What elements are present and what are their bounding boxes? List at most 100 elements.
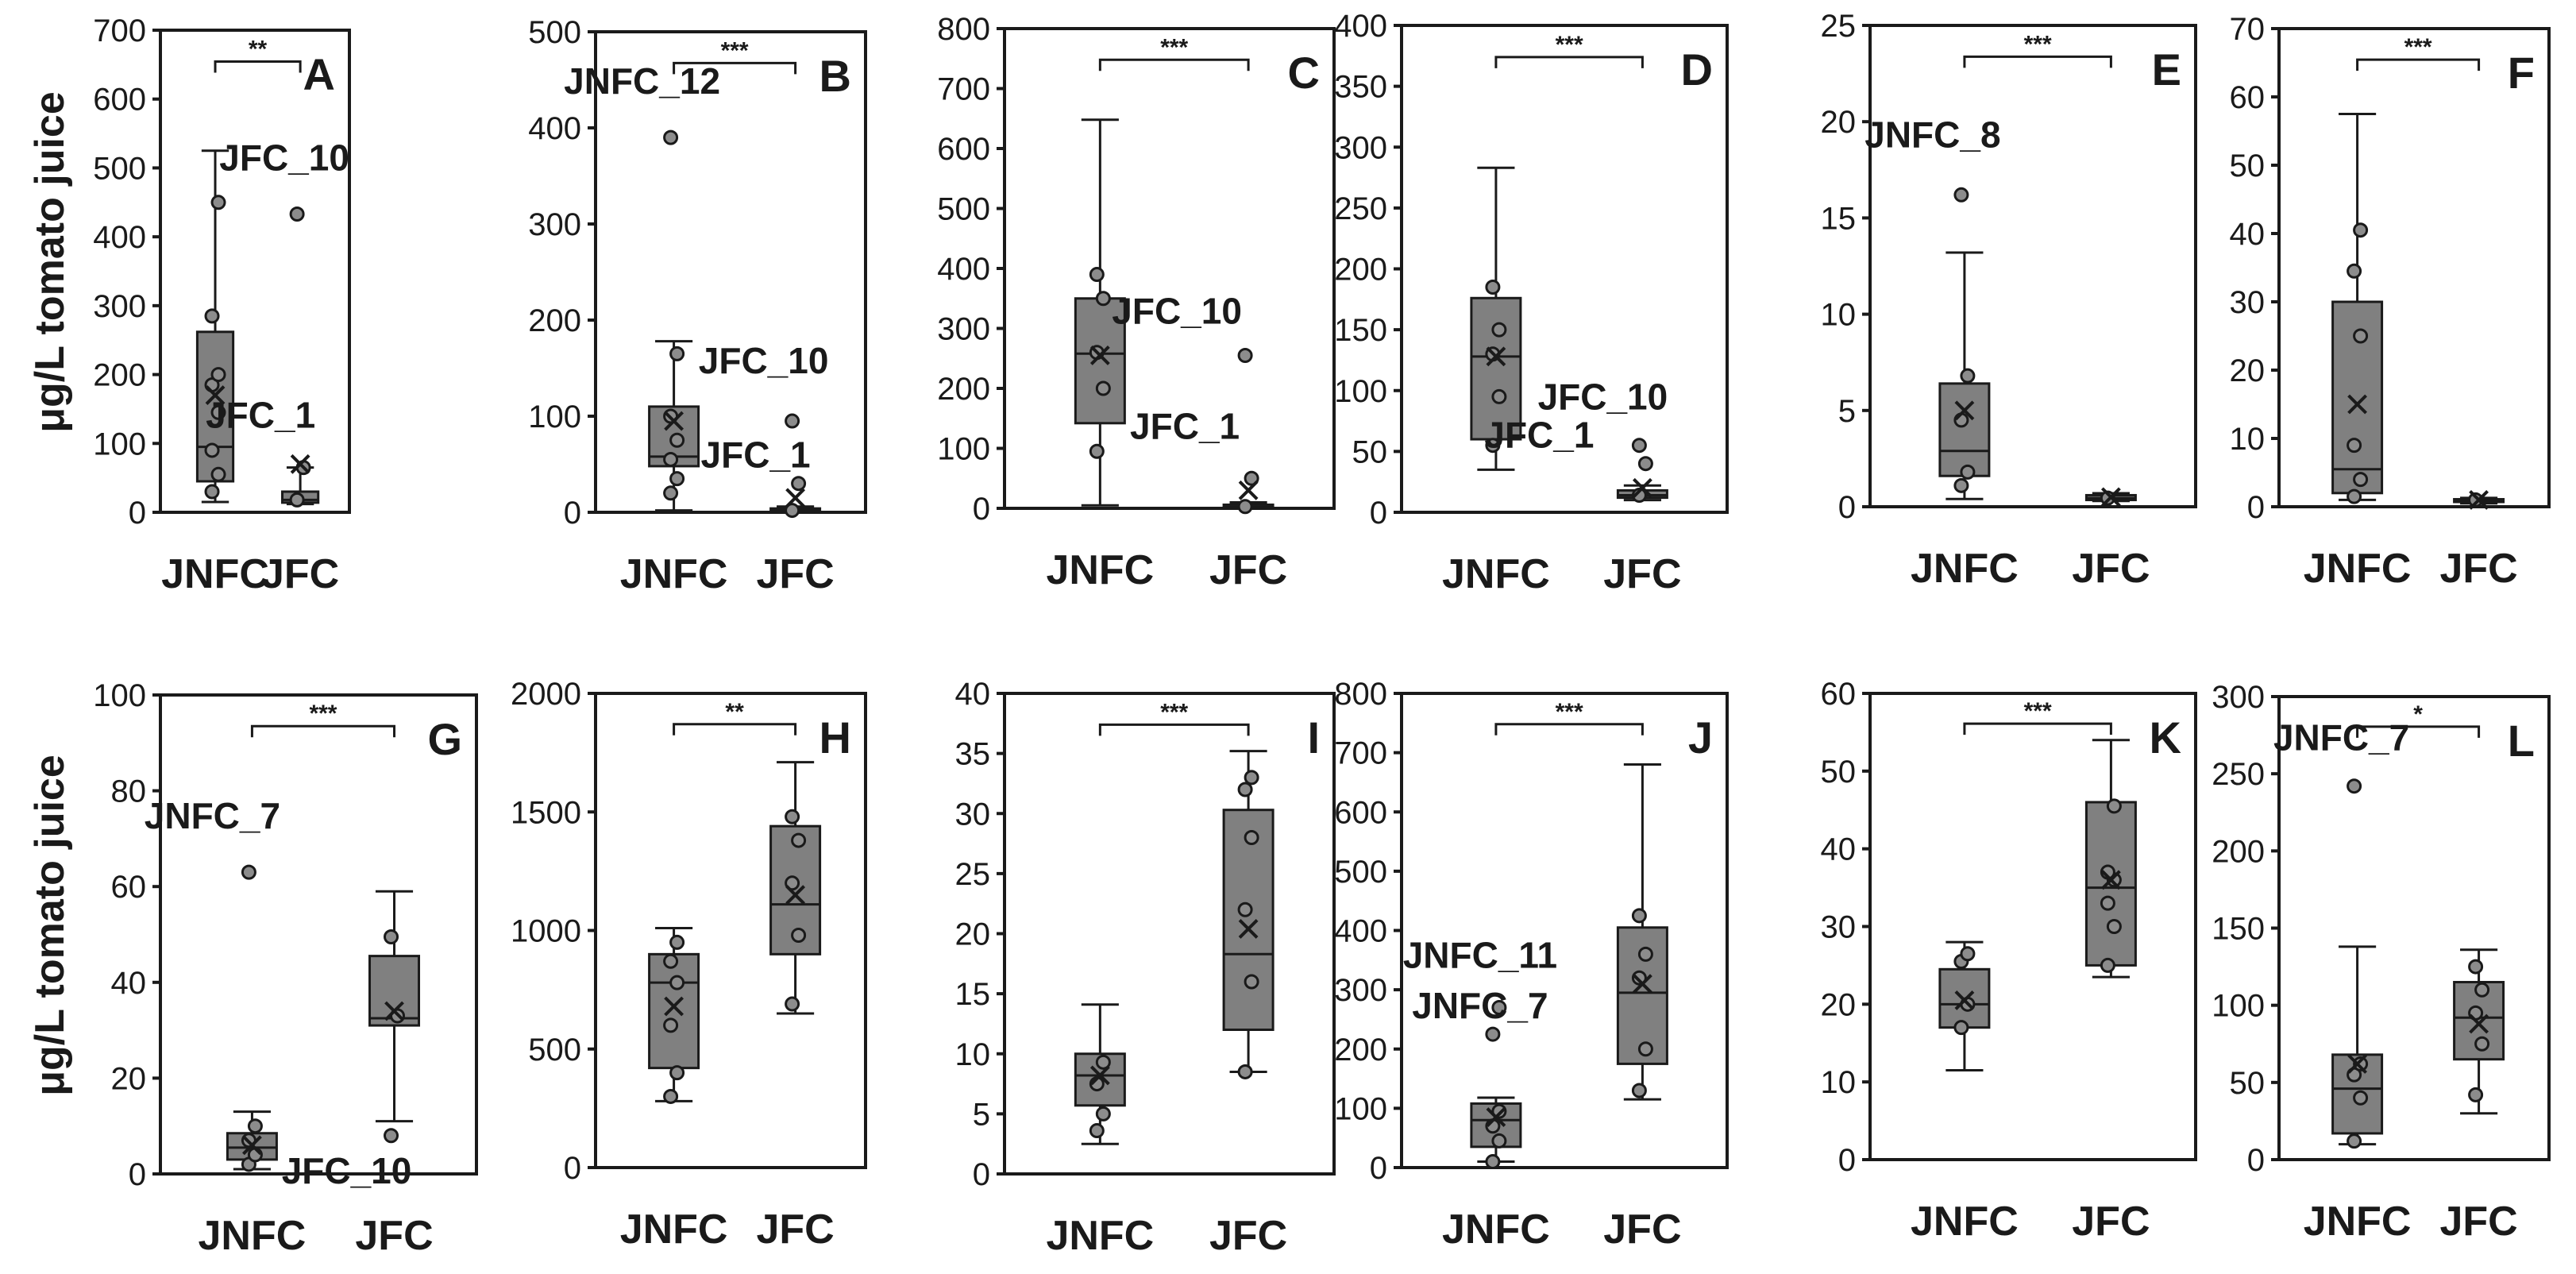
data-point	[1637, 456, 1653, 472]
data-point	[2468, 1087, 2484, 1102]
y-tick-label: 40	[955, 677, 991, 712]
data-point	[247, 1118, 263, 1134]
data-point	[663, 1088, 679, 1104]
box-group-jfc	[2453, 489, 2505, 510]
y-tick-label: 300	[1334, 973, 1387, 1008]
y-tick-label: 40	[1821, 832, 1857, 867]
data-point	[1953, 1020, 1969, 1036]
significance-bracket	[1963, 55, 2112, 68]
data-point	[2353, 1090, 2369, 1106]
y-tick-label: 0	[129, 1157, 146, 1192]
category-label-jfc: JFC	[756, 1206, 834, 1253]
y-tick-label: 1000	[511, 914, 581, 949]
data-point	[1244, 770, 1259, 786]
mean-marker	[785, 488, 806, 508]
data-point	[791, 927, 807, 943]
box-group-jfc	[1222, 750, 1275, 1079]
outlier-annotation: JFC_1	[701, 434, 811, 476]
y-tick-label: 0	[2247, 490, 2265, 525]
category-label-jfc: JFC	[2072, 1199, 2150, 1245]
y-tick-label: 30	[2230, 285, 2266, 320]
y-tick-label: 0	[1838, 1143, 1856, 1178]
data-point	[1960, 368, 1976, 384]
category-label-jfc: JFC	[1603, 551, 1681, 597]
significance-bracket	[1098, 58, 1250, 71]
mean-marker	[2469, 489, 2489, 510]
data-point	[1485, 279, 1501, 295]
box-group-jnfc	[648, 129, 700, 512]
panel-j: 0 100 200 300 400 500 600 700 800 JNFC JFC J *** JNFC…	[1334, 677, 1729, 1253]
outlier-annotation: JNFC_7	[145, 795, 280, 836]
panel-letter: B	[819, 51, 851, 101]
data-point	[663, 451, 679, 467]
data-point	[669, 432, 685, 448]
category-label-jfc: JFC	[756, 551, 834, 597]
data-point	[1631, 438, 1647, 454]
significance-label: ***	[1556, 32, 1583, 58]
panel-h: 0 500 1000 1500 2000 JNFC JFC H **	[511, 677, 867, 1253]
mean-marker	[1486, 346, 1506, 367]
y-tick-label: 30	[1821, 910, 1857, 945]
y-tick-label: 60	[1821, 677, 1857, 712]
y-tick-label: 40	[111, 966, 147, 1001]
y-tick-label: 10	[2230, 422, 2266, 457]
data-point	[791, 832, 807, 848]
category-label-jnfc: JNFC	[1046, 1213, 1154, 1259]
panel-g-frame	[159, 693, 478, 1176]
y-tick-label: 1500	[511, 795, 581, 830]
mean-marker	[1089, 346, 1110, 365]
data-point	[1485, 438, 1501, 454]
data-point	[2353, 328, 2369, 344]
panel-letter: H	[819, 712, 851, 762]
significance-label: ***	[2024, 698, 2052, 724]
box-group-jfc	[1616, 438, 1668, 504]
mean-marker	[2347, 394, 2368, 415]
category-label-jfc: JFC	[1603, 1206, 1681, 1253]
y-tick-label: 15	[1821, 201, 1857, 236]
mean-marker-stroke	[1486, 346, 1506, 367]
data-point	[785, 503, 800, 519]
data-point	[2106, 919, 2122, 934]
y-tick-label: 70	[2230, 12, 2266, 47]
y-tick-label: 200	[1334, 1033, 1387, 1067]
box-group-jnfc	[1074, 118, 1126, 507]
y-tick-label: 700	[93, 14, 146, 48]
data-point	[210, 466, 226, 482]
box-group-jfc	[368, 890, 421, 1144]
y-tick-label: 50	[2230, 149, 2266, 183]
mean-marker	[384, 1001, 404, 1021]
significance-bracket	[1963, 722, 2112, 735]
y-tick-label: 700	[1334, 736, 1387, 771]
category-label-jnfc: JNFC	[1911, 1199, 2019, 1245]
data-point	[1095, 291, 1111, 307]
outlier-annotation: JNFC_7	[1412, 985, 1548, 1026]
y-tick-label: 0	[973, 1157, 990, 1192]
y-tick-label: 20	[955, 917, 991, 952]
outlier-annotation: JNFC_11	[1403, 935, 1557, 976]
data-point	[1237, 1064, 1253, 1079]
data-point	[1089, 267, 1105, 283]
y-tick-label: 30	[955, 797, 991, 832]
data-point	[204, 308, 220, 324]
box-iqr	[1938, 382, 1991, 477]
significance-bracket	[214, 60, 302, 73]
box-group-jnfc	[1074, 1003, 1126, 1145]
y-tick-label: 100	[93, 678, 146, 713]
mean-marker	[1238, 480, 1259, 500]
significance-label: ***	[2404, 34, 2432, 60]
data-point	[1491, 1133, 1507, 1149]
data-point	[2347, 438, 2362, 454]
panel-c: 0 100 200 300 400 500 600 700 800 JNFC JFC C *** JFC_…	[937, 12, 1336, 593]
data-point	[1089, 1123, 1105, 1139]
y-tick-label: 700	[937, 72, 990, 107]
panel-l-frame	[2277, 695, 2551, 1161]
y-tick-label: 2000	[511, 677, 581, 712]
data-point	[2347, 778, 2362, 794]
y-tick-label: 600	[1334, 795, 1387, 830]
y-tick-label: 15	[955, 977, 991, 1012]
outlier-annotation: JFC_1	[1130, 405, 1240, 446]
y-tick-label: 25	[955, 857, 991, 892]
y-tick-label: 250	[1334, 191, 1387, 226]
mean-marker-stroke	[242, 1135, 262, 1156]
y-tick-label: 0	[564, 1151, 581, 1186]
